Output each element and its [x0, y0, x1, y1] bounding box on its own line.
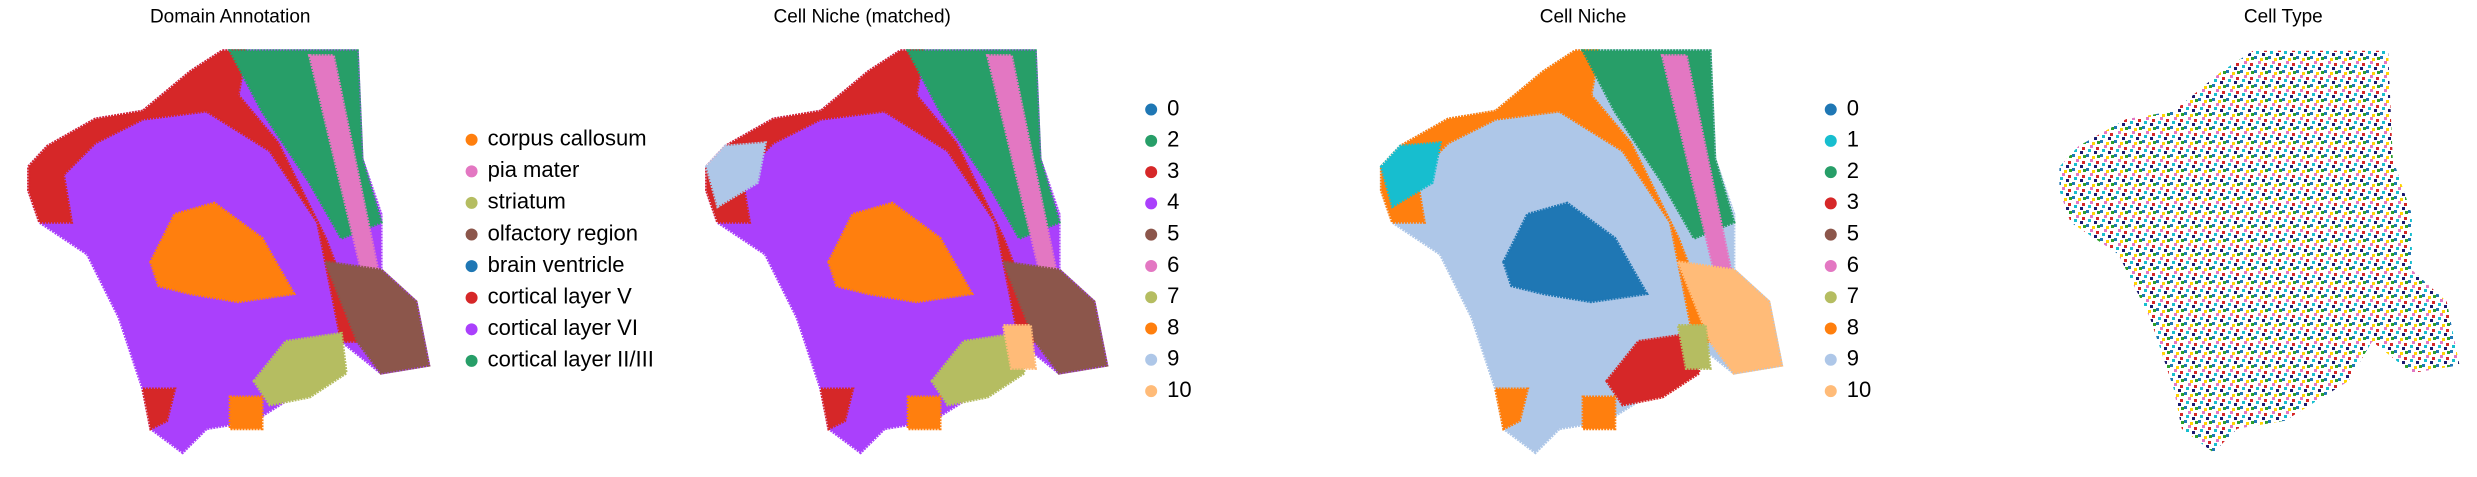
legend-label: 8 — [1167, 314, 1179, 339]
spot-region — [819, 387, 855, 431]
legend-label: 6 — [1847, 252, 1859, 277]
legend-label: 1 — [1847, 127, 1859, 152]
spot-region — [2059, 50, 2460, 453]
legend-label: 2 — [1847, 158, 1859, 183]
legend-marker — [1145, 322, 1158, 335]
legend-label: cortical layer VI — [488, 315, 638, 340]
spot-region — [705, 49, 1046, 343]
legend-marker — [1145, 353, 1158, 366]
legend-marker — [465, 260, 478, 273]
legend-label: corpus callosum — [488, 126, 647, 151]
legend-marker — [1824, 259, 1837, 272]
spot-region — [1581, 395, 1617, 431]
spot-region — [252, 331, 348, 407]
legend-marker — [1824, 353, 1837, 366]
spot-region — [1379, 141, 1443, 209]
legend-marker — [1145, 134, 1158, 147]
legend-label: 10 — [1847, 377, 1871, 402]
legend-label: 7 — [1167, 283, 1179, 308]
spot-region — [1676, 324, 1712, 370]
spot-region — [1605, 331, 1701, 407]
spot-region — [827, 201, 975, 304]
legend-label: 0 — [1167, 95, 1179, 120]
legend-label: cortical layer II/III — [488, 347, 654, 372]
legend-marker — [1824, 103, 1837, 116]
spot-region — [930, 331, 1026, 407]
legend-label: 3 — [1167, 158, 1179, 183]
spot-region — [1675, 260, 1784, 375]
legend-marker — [465, 196, 478, 209]
legend-marker — [1145, 259, 1158, 272]
spot-region — [141, 387, 177, 431]
legend-label: 8 — [1847, 314, 1859, 339]
legend-label: 9 — [1847, 346, 1859, 371]
legend-label: 7 — [1847, 283, 1859, 308]
spot-region — [1001, 324, 1037, 370]
legend-label: cortical layer V — [488, 284, 633, 309]
legend-marker — [465, 165, 478, 178]
panel-title: Cell Niche — [1540, 6, 1627, 27]
legend-marker — [465, 291, 478, 304]
legend-label: 5 — [1167, 220, 1179, 245]
legend-marker — [1145, 103, 1158, 116]
spot-region — [323, 260, 431, 375]
spot-region — [27, 49, 368, 343]
legend-marker — [465, 323, 478, 336]
spot-region — [1493, 387, 1530, 431]
legend-marker — [1145, 197, 1158, 210]
spot-region — [149, 201, 297, 304]
legend-marker — [465, 228, 478, 241]
legend-marker — [465, 133, 478, 146]
legend-marker — [1145, 385, 1158, 398]
legend-label: 3 — [1847, 189, 1859, 214]
legend-marker — [1145, 291, 1158, 304]
legend-marker — [1145, 228, 1158, 241]
legend-label: 2 — [1167, 127, 1179, 152]
legend-marker — [1824, 166, 1837, 179]
legend-marker — [1824, 228, 1837, 241]
legend-label: olfactory region — [488, 220, 638, 245]
spot-region — [704, 141, 768, 209]
legend-label: pia mater — [488, 157, 580, 182]
spot-region — [228, 395, 264, 431]
legend-label: striatum — [488, 189, 566, 214]
legend-marker — [1824, 291, 1837, 304]
spot-region — [906, 395, 942, 431]
spot-region — [1001, 260, 1109, 375]
legend-label: 4 — [1167, 189, 1179, 214]
legend-marker — [1824, 385, 1837, 398]
panel-title: Cell Niche (matched) — [773, 6, 950, 27]
legend-label: 5 — [1847, 220, 1859, 245]
legend-marker — [1824, 197, 1837, 210]
legend-marker — [1824, 322, 1837, 335]
legend-label: 6 — [1167, 252, 1179, 277]
legend-label: 0 — [1847, 95, 1859, 120]
legend-marker — [465, 354, 478, 367]
legend-marker — [1145, 166, 1158, 179]
legend-marker — [1824, 134, 1837, 147]
legend-label: 9 — [1167, 346, 1179, 371]
panel-title: Cell Type — [2244, 6, 2323, 27]
legend-label: brain ventricle — [488, 252, 625, 277]
spot-region — [1502, 201, 1649, 304]
spot-region — [1379, 49, 1721, 343]
panel-title: Domain Annotation — [150, 6, 311, 27]
legend-label: 10 — [1167, 377, 1191, 402]
